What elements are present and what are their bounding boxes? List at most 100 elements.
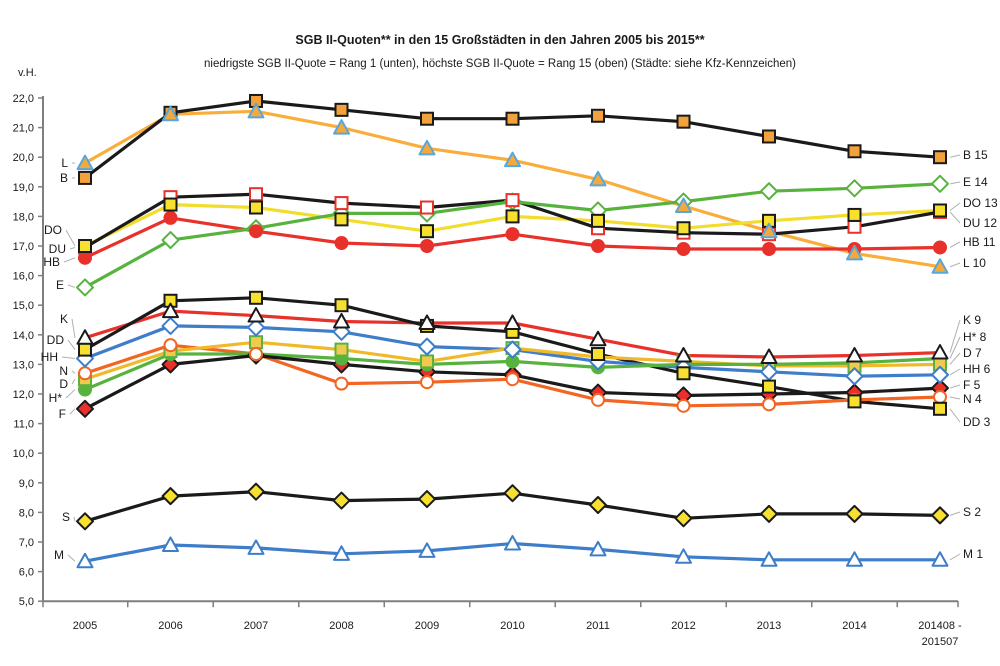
marker-triangle-K	[333, 312, 350, 329]
y-tick-label: 5,0	[19, 596, 34, 608]
right-label-HB: HB 11	[963, 235, 996, 249]
y-tick-label: 21,0	[13, 123, 34, 135]
leader-left-N	[71, 370, 76, 374]
leader-right-DO	[949, 202, 961, 211]
marker-square-DD	[676, 366, 691, 381]
marker-square-DO	[847, 207, 862, 222]
leader-left-M	[67, 554, 76, 562]
left-label-K: K	[60, 312, 68, 326]
marker-diamond-S	[76, 512, 94, 531]
marker-square-DU	[334, 196, 349, 211]
leader-right-B	[949, 154, 961, 158]
leader-right-HB	[949, 241, 961, 248]
marker-circle-N	[420, 375, 434, 390]
marker-square-DO	[249, 200, 263, 215]
marker-square-DD	[334, 298, 349, 313]
marker-circle-N	[505, 372, 520, 387]
leader-right-DD	[949, 408, 961, 423]
marker-triangle-L	[333, 119, 350, 135]
marker-square-DO	[334, 212, 349, 227]
marker-triangle-L	[418, 139, 436, 156]
leader-right-S	[949, 511, 961, 516]
marker-diamond-S	[332, 491, 351, 510]
marker-triangle-M	[162, 536, 179, 552]
left-label-D: D	[59, 377, 68, 391]
y-tick-label: 13,0	[13, 359, 34, 371]
y-tick-label: 6,0	[19, 567, 34, 579]
y-axis-unit-label: v.H.	[18, 67, 37, 79]
leader-right-H*	[949, 336, 961, 359]
left-label-DU: DU	[49, 242, 66, 256]
marker-square-B	[505, 111, 520, 126]
leader-right-HH	[949, 368, 961, 376]
marker-diamond-F	[161, 355, 180, 374]
y-tick-label: 20,0	[13, 152, 34, 164]
x-tick-label: 2009	[415, 620, 439, 632]
marker-circle-N	[249, 347, 263, 362]
right-label-DU: DU 12	[963, 216, 997, 230]
marker-square-D	[334, 342, 349, 357]
marker-diamond-E	[76, 278, 94, 297]
right-label-M: M 1	[963, 547, 983, 561]
marker-triangle-K	[675, 347, 692, 363]
marker-triangle-M	[504, 534, 521, 551]
marker-square-DD	[762, 379, 776, 394]
right-label-N: N 4	[963, 392, 982, 406]
marker-triangle-L	[504, 151, 521, 168]
marker-square-DO	[163, 197, 178, 212]
y-tick-label: 18,0	[13, 211, 34, 223]
leader-left-F	[69, 408, 76, 415]
marker-triangle-K	[418, 314, 436, 330]
marker-circle-HB	[163, 210, 178, 225]
leader-right-DU	[949, 211, 961, 224]
leader-left-DO	[65, 229, 76, 247]
chart-title: SGB II-Quoten** in den 15 Großstädten in…	[295, 33, 705, 47]
marker-triangle-L	[247, 102, 265, 119]
marker-circle-N	[762, 397, 776, 412]
y-tick-label: 15,0	[13, 300, 34, 312]
leader-left-H*	[65, 389, 76, 399]
series-markers	[76, 93, 949, 569]
right-label-E: E 14	[963, 175, 988, 189]
marker-square-DD	[591, 347, 605, 362]
marker-square-DO	[591, 213, 605, 228]
marker-triangle-K	[76, 329, 94, 345]
y-tick-label: 11,0	[13, 419, 34, 431]
leader-left-HB	[63, 257, 76, 263]
marker-diamond-S	[418, 490, 436, 509]
marker-square-DD	[249, 290, 263, 305]
left-label-M: M	[54, 548, 64, 562]
leader-right-D	[949, 352, 961, 365]
marker-square-DD	[847, 394, 862, 409]
marker-triangle-M	[846, 551, 863, 567]
y-tick-label: 22,0	[13, 93, 34, 105]
leader-right-E	[949, 181, 961, 185]
leader-right-L	[949, 262, 961, 268]
marker-triangle-L	[162, 105, 179, 122]
marker-square-B	[847, 144, 862, 159]
leader-left-E	[67, 284, 76, 288]
leader-left-S	[73, 516, 76, 522]
x-tick-label: 201507	[922, 636, 959, 648]
marker-diamond-HH	[247, 318, 265, 337]
marker-circle-HB	[676, 241, 691, 256]
marker-circle-HB	[933, 240, 947, 255]
marker-triangle-M	[675, 548, 692, 564]
x-tick-label: 201408 -	[918, 620, 962, 632]
marker-square-B	[591, 108, 605, 123]
marker-circle-N	[163, 338, 178, 353]
marker-square-B	[933, 150, 947, 165]
marker-circle-N	[334, 376, 349, 391]
marker-diamond-E	[760, 182, 778, 201]
marker-square-DO	[933, 203, 947, 218]
y-tick-label: 17,0	[13, 241, 34, 253]
marker-triangle-M	[247, 539, 265, 555]
marker-triangle-M	[589, 540, 607, 557]
right-label-H*: H* 8	[963, 330, 987, 344]
marker-triangle-M	[418, 542, 436, 558]
marker-triangle-L	[589, 170, 607, 187]
x-tick-label: 2006	[158, 620, 182, 632]
marker-circle-N	[591, 392, 605, 407]
